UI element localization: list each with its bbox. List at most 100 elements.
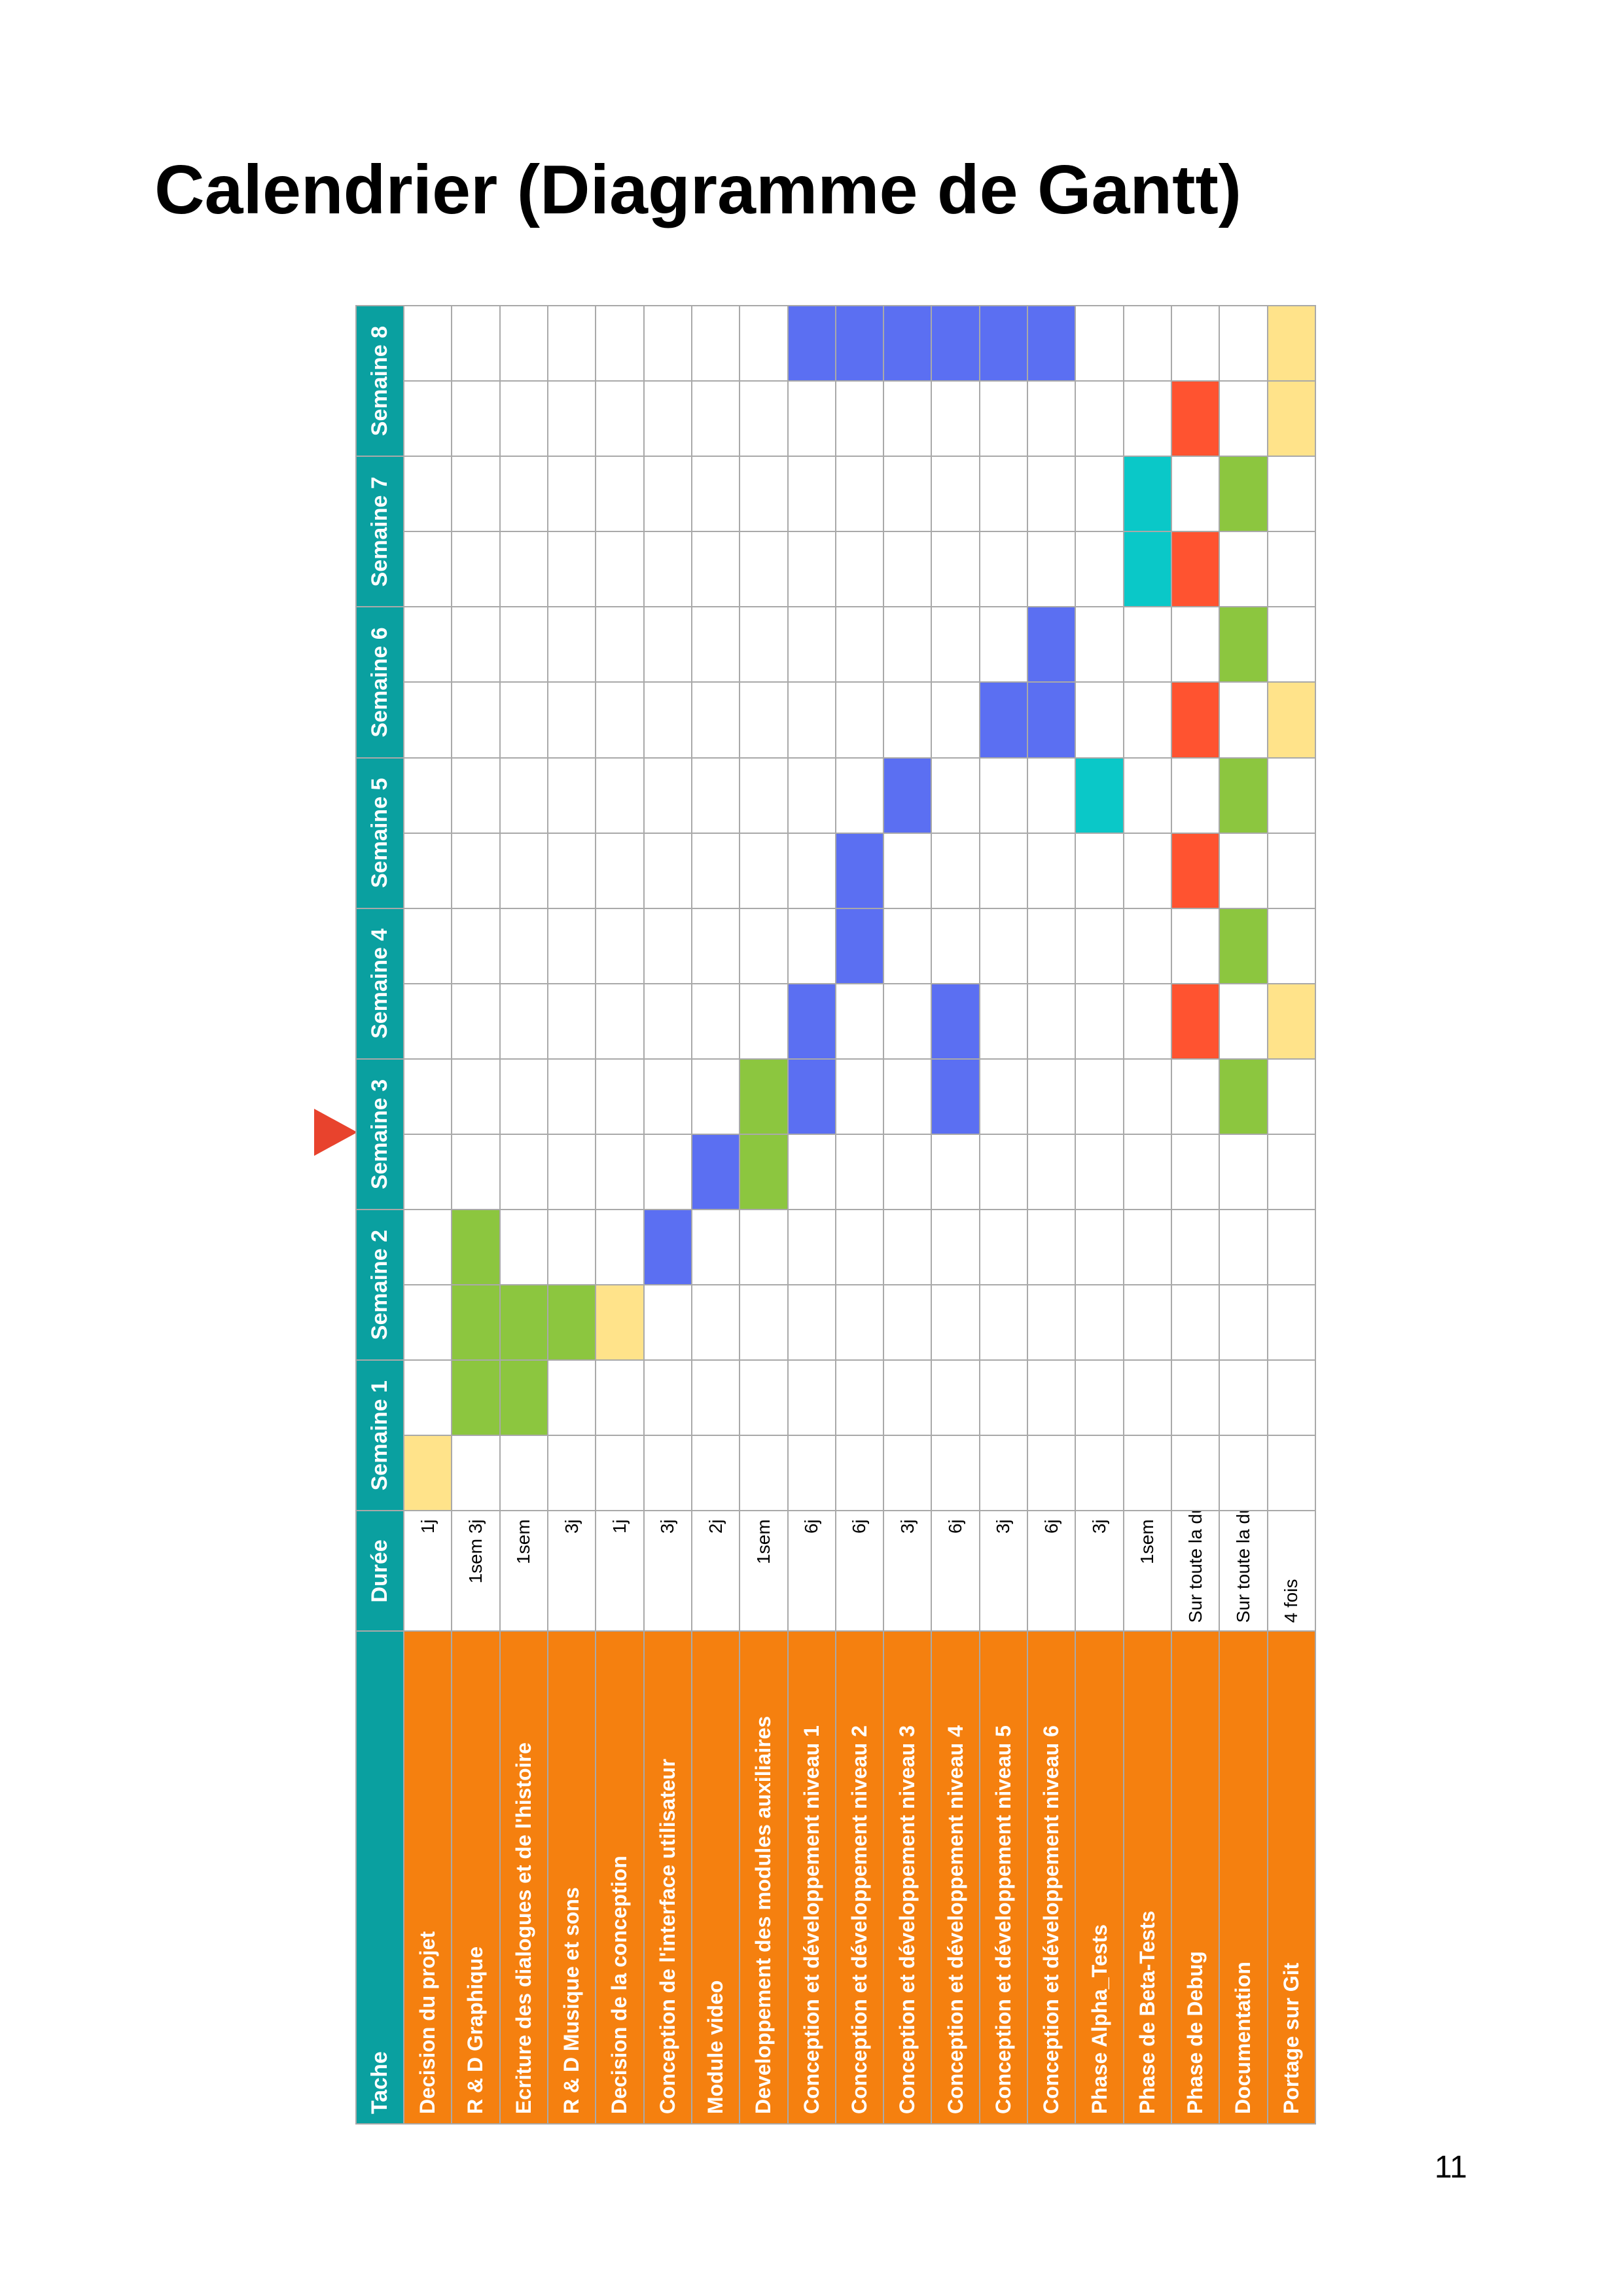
gantt-empty-cell — [1219, 1435, 1268, 1511]
task-duration: 1sem — [1123, 1511, 1171, 1632]
gantt-empty-cell — [979, 1134, 1028, 1210]
task-name: Developpement des modules auxiliaires — [740, 1631, 788, 2124]
gantt-empty-cell — [1075, 381, 1124, 457]
gantt-empty-cell — [1171, 1134, 1220, 1210]
gantt-empty-cell — [547, 682, 596, 758]
gantt-empty-cell — [643, 757, 692, 833]
gantt-empty-cell — [883, 682, 932, 758]
gantt-empty-cell — [1267, 833, 1315, 908]
gantt-empty-cell — [404, 531, 452, 607]
gantt-bar-segment — [787, 306, 836, 382]
gantt-empty-cell — [883, 1435, 932, 1511]
gantt-bar-segment — [1267, 983, 1315, 1059]
gantt-empty-cell — [835, 1058, 884, 1134]
gantt-empty-cell — [883, 833, 932, 908]
gantt-empty-cell — [931, 1435, 980, 1511]
table-row: Module video 2j — [691, 306, 740, 2124]
gantt-empty-cell — [835, 682, 884, 758]
gantt-empty-cell — [787, 1210, 836, 1285]
task-duration: 6j — [931, 1511, 980, 1632]
gantt-bar-segment — [1027, 682, 1076, 758]
gantt-empty-cell — [835, 1435, 884, 1511]
gantt-empty-cell — [499, 381, 548, 457]
gantt-empty-cell — [740, 456, 788, 532]
gantt-empty-cell — [643, 381, 692, 457]
gantt-empty-cell — [740, 381, 788, 457]
gantt-empty-cell — [643, 1360, 692, 1436]
gantt-empty-cell — [1075, 908, 1124, 984]
gantt-empty-cell — [643, 983, 692, 1059]
gantt-empty-cell — [835, 983, 884, 1059]
gantt-empty-cell — [1219, 1210, 1268, 1285]
gantt-empty-cell — [1123, 1435, 1171, 1511]
gantt-bar-segment — [499, 1285, 548, 1361]
gantt-empty-cell — [835, 757, 884, 833]
gantt-bar-segment — [835, 306, 884, 382]
gantt-empty-cell — [404, 1210, 452, 1285]
task-duration: 3j — [979, 1511, 1028, 1632]
gantt-empty-cell — [596, 456, 644, 532]
page-number: 11 — [1435, 2150, 1467, 2185]
gantt-bar-segment — [740, 1058, 788, 1134]
task-duration: 1sem 3j — [452, 1511, 500, 1632]
task-duration: 1j — [596, 1511, 644, 1632]
gantt-empty-cell — [1075, 1360, 1124, 1436]
gantt-empty-cell — [643, 1134, 692, 1210]
table-row: Conception de l'interface utilisateur 3j — [643, 306, 692, 2124]
gantt-empty-cell — [547, 757, 596, 833]
gantt-empty-cell — [835, 381, 884, 457]
gantt-empty-cell — [1027, 1134, 1076, 1210]
gantt-empty-cell — [452, 1435, 500, 1511]
table-row: Phase de Beta-Tests 1sem — [1123, 306, 1171, 2124]
gantt-empty-cell — [1075, 306, 1124, 382]
gantt-bar-segment — [547, 1285, 596, 1361]
task-duration: Sur toute la durée — [1219, 1511, 1268, 1632]
gantt-empty-cell — [787, 1285, 836, 1361]
table-row: Conception et développement niveau 1 6j — [787, 306, 836, 2124]
gantt-empty-cell — [883, 381, 932, 457]
gantt-empty-cell — [1027, 531, 1076, 607]
gantt-empty-cell — [1171, 1435, 1220, 1511]
gantt-empty-cell — [740, 607, 788, 683]
gantt-empty-cell — [1267, 1134, 1315, 1210]
gantt-empty-cell — [452, 306, 500, 382]
gantt-empty-cell — [404, 306, 452, 382]
task-name: Conception de l'interface utilisateur — [643, 1631, 692, 2124]
gantt-bar-segment — [1075, 757, 1124, 833]
gantt-empty-cell — [835, 531, 884, 607]
gantt-empty-cell — [499, 1058, 548, 1134]
gantt-empty-cell — [596, 607, 644, 683]
gantt-empty-cell — [691, 1360, 740, 1436]
gantt-empty-cell — [1123, 908, 1171, 984]
gantt-empty-cell — [1027, 381, 1076, 457]
gantt-bar-segment — [499, 1360, 548, 1436]
gantt-empty-cell — [547, 833, 596, 908]
gantt-empty-cell — [740, 833, 788, 908]
gantt-empty-cell — [596, 833, 644, 908]
gantt-bar-segment — [1123, 531, 1171, 607]
gantt-empty-cell — [1267, 908, 1315, 984]
gantt-empty-cell — [499, 1134, 548, 1210]
table-row: Documentation Sur toute la durée — [1219, 306, 1268, 2124]
gantt-empty-cell — [1171, 1058, 1220, 1134]
task-name: Conception et développement niveau 4 — [931, 1631, 980, 2124]
gantt-empty-cell — [787, 607, 836, 683]
gantt-empty-cell — [452, 381, 500, 457]
gantt-empty-cell — [931, 531, 980, 607]
task-name: R & D Musique et sons — [547, 1631, 596, 2124]
table-row: Decision du projet 1j — [404, 306, 452, 2124]
gantt-empty-cell — [452, 757, 500, 833]
gantt-empty-cell — [596, 531, 644, 607]
gantt-empty-cell — [1027, 1435, 1076, 1511]
gantt-empty-cell — [499, 531, 548, 607]
page-title: Calendrier (Diagramme de Gantt) — [154, 151, 1242, 228]
gantt-empty-cell — [1219, 306, 1268, 382]
gantt-empty-cell — [979, 983, 1028, 1059]
gantt-empty-cell — [740, 531, 788, 607]
task-duration: 3j — [547, 1511, 596, 1632]
gantt-empty-cell — [1123, 381, 1171, 457]
gantt-bar-segment — [1027, 607, 1076, 683]
gantt-empty-cell — [1267, 1210, 1315, 1285]
task-name: Ecriture des dialogues et de l'histoire — [499, 1631, 548, 2124]
gantt-bar-segment — [1267, 381, 1315, 457]
